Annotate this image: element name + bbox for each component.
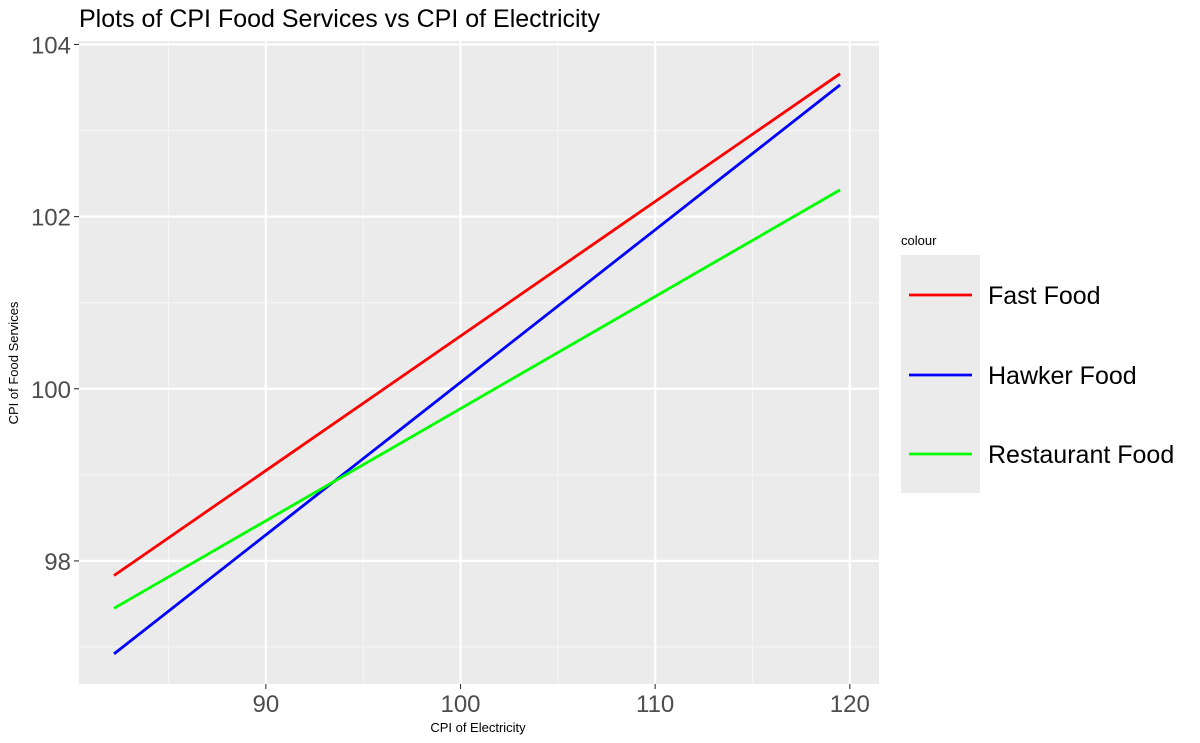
x-tick-label: 120 [830,691,870,718]
chart-title: Plots of CPI Food Services vs CPI of Ele… [79,5,600,33]
x-axis-title: CPI of Electricity [430,720,526,735]
major-gridlines [79,41,879,684]
x-tick-label: 90 [253,691,280,718]
legend-items: Fast Food Hawker Food Restaurant Food [909,282,1174,469]
series-line-fast-food [113,72,841,577]
legend-label: Fast Food [988,282,1101,310]
y-axis-title: CPI of Food Services [6,301,21,424]
legend: colour Fast Food Hawker Food Restaurant Fo… [901,233,1174,493]
y-tick-label: 102 [31,205,71,232]
axes: 90 100 110 120 98 100 102 104 [31,32,870,718]
legend-label: Restaurant Food [988,441,1174,469]
legend-label: Hawker Food [988,362,1137,390]
x-tick-label: 110 [636,691,674,718]
y-tick-label: 98 [44,549,71,576]
y-tick-label: 104 [31,32,71,59]
x-tick-label: 100 [440,691,480,718]
y-tick-label: 100 [31,377,71,404]
legend-title: colour [901,233,937,248]
minor-gridlines [79,41,879,684]
series-lines [113,72,841,656]
series-line-hawker-food [113,83,841,656]
series-line-restaurant-food [113,188,841,610]
